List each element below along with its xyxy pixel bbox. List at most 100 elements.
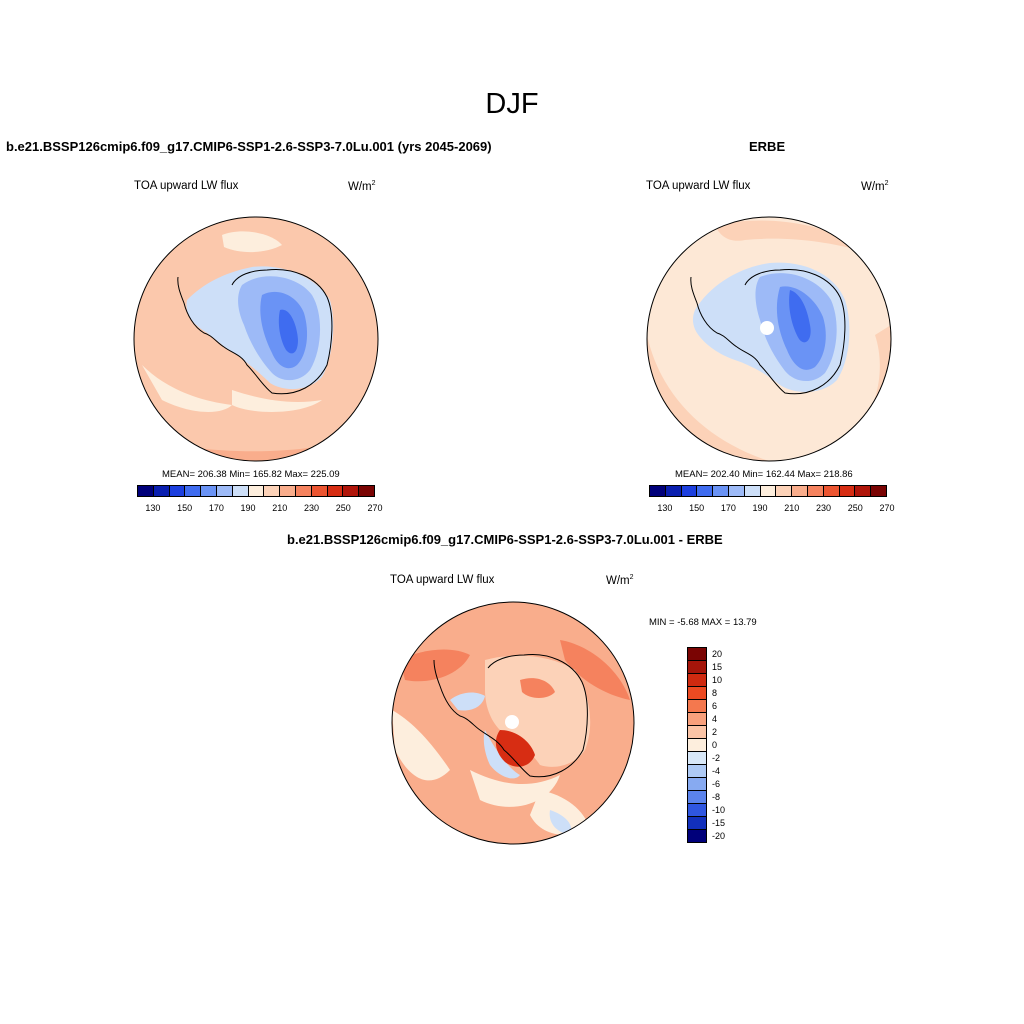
colorbar-tick-label: 15 — [712, 661, 723, 672]
colorbar-swatch — [650, 486, 666, 496]
colorbar-swatch — [688, 700, 706, 713]
colorbar-tick-label: 270 — [367, 503, 383, 513]
diff-ice-region — [485, 655, 591, 767]
colorbar-swatch — [216, 486, 233, 496]
colorbar-tick-label: 20 — [712, 648, 723, 659]
colorbar-tick-label: 190 — [240, 503, 256, 513]
panel-3-title: b.e21.BSSP126cmip6.f09_g17.CMIP6-SSP1-2.… — [287, 532, 723, 547]
colorbar-swatch — [311, 486, 328, 496]
ocean-light-patch — [222, 231, 282, 253]
colorbar-swatch — [744, 486, 761, 496]
panel-1-map — [133, 216, 379, 462]
colorbar-swatch — [688, 687, 706, 700]
colorbar-tick-label: 170 — [208, 503, 224, 513]
colorbar-swatch — [688, 817, 706, 830]
colorbar-tick-label: 170 — [720, 503, 736, 513]
colorbar-swatch — [688, 739, 706, 752]
panel-2-variable: TOA upward LW flux — [646, 180, 751, 192]
panel-3-colorbar-labels: 20 15 10 8 6 4 2 0 -2 -4 -6 -8 -10 -15 -20 — [712, 647, 742, 843]
colorbar-swatch — [280, 486, 296, 496]
colorbar-swatch — [681, 486, 698, 496]
ocean-light-patch — [142, 365, 232, 412]
colorbar-tick-label: 190 — [752, 503, 768, 513]
ice-core — [789, 290, 811, 343]
colorbar-tick-label: 210 — [784, 503, 800, 513]
colorbar-swatch — [688, 752, 706, 765]
coastline — [433, 653, 588, 778]
panel-1-title: b.e21.BSSP126cmip6.f09_g17.CMIP6-SSP1-2.… — [6, 139, 492, 154]
colorbar-swatch — [688, 765, 706, 778]
diff-warm-patch — [520, 678, 555, 698]
panel-1-variable: TOA upward LW flux — [134, 180, 239, 192]
diff-light-patch — [392, 710, 450, 781]
panel-2-units: W/m2 — [861, 180, 889, 193]
panel-3-minmax: MIN = -5.68 MAX = 13.79 — [649, 617, 757, 628]
colorbar-swatch — [248, 486, 265, 496]
colorbar-tick-label: 270 — [879, 503, 895, 513]
diff-dark-patch — [495, 730, 535, 767]
colorbar-swatch — [823, 486, 840, 496]
colorbar-swatch — [688, 713, 706, 726]
colorbar-swatch — [359, 486, 374, 496]
colorbar-tick-label: 150 — [689, 503, 705, 513]
panel-3-variable: TOA upward LW flux — [390, 574, 495, 586]
panel-2-title: ERBE — [749, 139, 786, 154]
colorbar-swatch — [153, 486, 170, 496]
colorbar-tick-label: 10 — [712, 674, 723, 685]
colorbar-tick-label: 8 — [712, 687, 718, 698]
colorbar-swatch — [169, 486, 186, 496]
colorbar-swatch — [232, 486, 249, 496]
panel-3-units: W/m2 — [606, 574, 634, 587]
colorbar-swatch — [201, 486, 217, 496]
colorbar-swatch — [138, 486, 154, 496]
colorbar-swatch — [264, 486, 281, 496]
map-border — [646, 216, 892, 462]
diff-warm-patch — [560, 640, 630, 700]
panel-1-stats: MEAN= 206.38 Min= 165.82 Max= 225.09 — [162, 469, 340, 480]
colorbar-swatch — [343, 486, 360, 496]
panel-3-colorbar — [687, 647, 707, 843]
map-border — [391, 601, 635, 845]
diff-cool-patch — [549, 810, 572, 835]
colorbar-tick-label: 150 — [177, 503, 193, 513]
colorbar-tick-label: -6 — [712, 779, 721, 790]
ocean-light-patch — [232, 390, 322, 412]
colorbar-swatch — [871, 486, 886, 496]
pole-hole — [760, 321, 774, 335]
colorbar-tick-label: 230 — [304, 503, 320, 513]
panel-1-units: W/m2 — [348, 180, 376, 193]
panel-2-stats: MEAN= 202.40 Min= 162.44 Max= 218.86 — [675, 469, 853, 480]
colorbar-swatch — [688, 791, 706, 804]
colorbar-swatch — [688, 661, 706, 674]
colorbar-swatch — [185, 486, 202, 496]
colorbar-swatch — [760, 486, 777, 496]
colorbar-swatch — [776, 486, 793, 496]
colorbar-swatch — [688, 726, 706, 739]
colorbar-swatch — [295, 486, 312, 496]
diff-warm-patch — [400, 649, 470, 682]
colorbar-swatch — [665, 486, 682, 496]
diff-cool-patch — [450, 692, 485, 711]
colorbar-tick-label: -20 — [712, 831, 726, 842]
panel-1-colorbar-labels: 130 150 170 190 210 230 250 270 — [137, 503, 382, 515]
map-border — [133, 216, 379, 462]
panel-3-map — [391, 601, 635, 845]
colorbar-swatch — [688, 674, 706, 687]
colorbar-swatch — [688, 648, 706, 661]
ice-core — [278, 309, 298, 354]
ocean-warm-patch — [715, 220, 875, 255]
colorbar-tick-label: 0 — [712, 740, 718, 750]
colorbar-swatch — [713, 486, 729, 496]
colorbar-swatch — [807, 486, 824, 496]
colorbar-swatch — [728, 486, 745, 496]
colorbar-swatch — [697, 486, 714, 496]
colorbar-swatch — [839, 486, 856, 496]
coastline — [690, 268, 846, 395]
colorbar-tick-label: -15 — [712, 818, 726, 829]
colorbar-tick-label: 4 — [712, 713, 718, 724]
coastline — [177, 268, 333, 395]
colorbar-tick-label: 2 — [712, 726, 718, 737]
panel-1-colorbar — [137, 485, 375, 497]
colorbar-tick-label: 130 — [657, 503, 673, 513]
pole-hole — [505, 715, 519, 729]
